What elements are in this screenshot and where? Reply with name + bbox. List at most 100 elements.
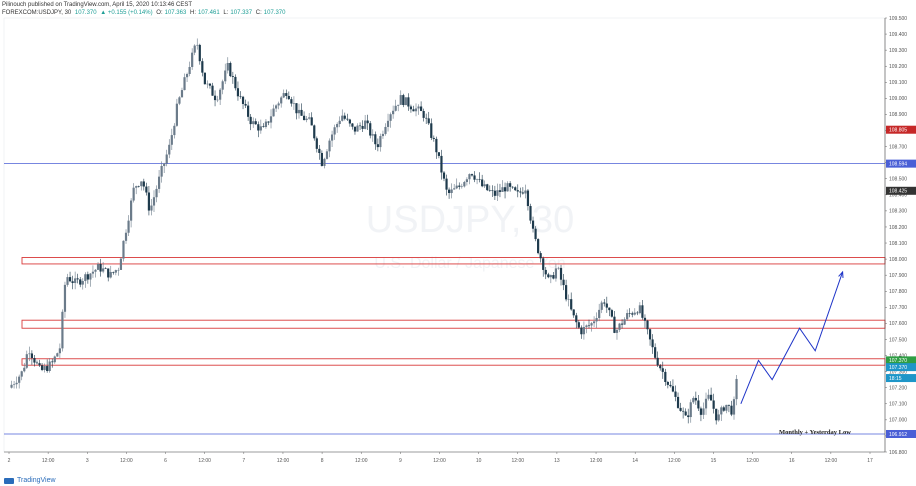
candle-body (196, 44, 199, 46)
candle-body (114, 270, 117, 273)
horizontal-levels[interactable] (4, 163, 885, 435)
candle-body (735, 378, 738, 400)
projection-path[interactable] (740, 270, 844, 404)
candle-body (699, 408, 703, 415)
candle-body (84, 274, 87, 282)
candle-body (272, 108, 275, 117)
candle-body (544, 269, 547, 275)
candle-body (89, 273, 92, 280)
candle-body (402, 95, 405, 106)
candle-body (732, 399, 736, 415)
time-tick-label: 12:00 (590, 458, 603, 464)
time-axis[interactable]: 2 12:00 3 12:00 6 12:00 7 12:00 8 12:00 9 12:00 10 12… (4, 451, 885, 464)
candle-body (710, 394, 713, 401)
candle-body (310, 117, 313, 126)
candle-body (669, 384, 672, 387)
candle-body (206, 83, 209, 85)
price-marker-label: 108.805 (889, 128, 907, 134)
candle-body (374, 134, 377, 145)
candle-body (587, 325, 591, 327)
candle-body (369, 123, 372, 136)
candle-body (241, 96, 245, 104)
price-tick-label: 107.200 (889, 386, 907, 392)
candle-body (267, 121, 270, 123)
level-marker-bg (886, 429, 916, 438)
candle-body (592, 321, 596, 324)
candle-body (600, 302, 603, 310)
price-tick-label: 108.400 (889, 193, 907, 199)
candle-body (287, 95, 290, 100)
candle-body (488, 190, 491, 191)
price-axis[interactable]: 109.500 109.400 109.300 109.200 109.100 109.0… (884, 16, 916, 456)
candle-body (185, 73, 189, 78)
zone-3[interactable] (21, 358, 886, 366)
projection-line[interactable] (740, 271, 844, 404)
candle-body (175, 103, 178, 126)
level-marker-label: 108.594 (889, 161, 907, 167)
price-tick-label: 107.600 (889, 321, 907, 327)
candle-body (376, 144, 379, 148)
candle-body (117, 269, 120, 271)
candle-body (280, 97, 283, 104)
candle-body (119, 258, 123, 270)
candle-body (371, 134, 374, 136)
tradingview-logo-icon (4, 477, 14, 484)
candle-body (712, 400, 715, 409)
low-label: L: (223, 10, 229, 16)
candle-body (336, 124, 339, 128)
candle-body (305, 118, 308, 121)
zone-2[interactable] (21, 319, 886, 329)
candle-body (295, 103, 298, 114)
low-value: 107.337 (230, 10, 253, 16)
time-tick-label: 12:00 (277, 458, 290, 464)
candle-body (483, 184, 486, 187)
candle-body (565, 285, 568, 300)
candle-body (638, 305, 641, 314)
candle-body (132, 187, 135, 201)
price-marker-label: 107.370 (889, 358, 907, 364)
candle-body (318, 148, 321, 153)
candle-body (229, 62, 232, 77)
candle-body (531, 220, 535, 229)
candle-body (491, 190, 494, 192)
candle-body (435, 138, 438, 153)
candle-body (615, 329, 619, 333)
candle-body (725, 404, 728, 411)
candle-body (552, 275, 555, 279)
price-change: ▲ +0.155 (+0.14%) (100, 10, 153, 16)
candle-body (458, 185, 461, 187)
candle-body (249, 116, 252, 125)
candle-body (219, 89, 222, 100)
candle-body (290, 99, 293, 104)
candle-body (211, 85, 214, 96)
time-tick-label: 12:00 (433, 458, 446, 464)
price-tick-label: 109.400 (889, 32, 907, 38)
time-tick-label: 6 (164, 458, 167, 464)
candle-body (384, 126, 387, 134)
symbol-ohlc-line: FOREXCOM:USDJPY, 30 107.370 ▲ +0.155 (+0… (2, 9, 287, 17)
support-resistance-zones[interactable] (21, 257, 886, 366)
candle-body (282, 93, 285, 98)
candle-body (341, 115, 344, 121)
candle-body (636, 312, 639, 314)
candle-body (160, 165, 163, 177)
candle-body (506, 183, 509, 192)
candle-body (183, 77, 186, 91)
candle-body (244, 103, 247, 106)
candle-body (325, 151, 329, 159)
candle-body (338, 120, 341, 125)
footer-brand-label: TradingView (17, 477, 56, 484)
footer-brand[interactable]: TradingView (4, 477, 56, 484)
candle-body (107, 268, 110, 278)
candle-body (130, 200, 133, 221)
candle-body (112, 271, 115, 273)
candle-body (559, 267, 563, 280)
open-value: 107.363 (164, 10, 187, 16)
candle-body (30, 353, 33, 359)
candle-body (470, 174, 474, 176)
candle-body (300, 109, 303, 116)
candle-body (514, 187, 517, 191)
candle-body (481, 179, 484, 187)
candle-body (10, 384, 13, 388)
